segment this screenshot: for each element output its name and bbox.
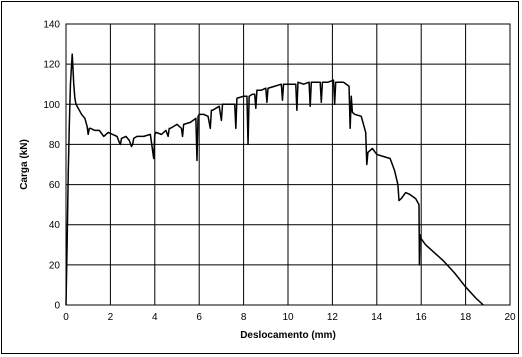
x-tick-label: 0 (63, 312, 69, 323)
x-tick-label: 20 (504, 312, 516, 323)
y-tick-label: 100 (43, 100, 60, 111)
plot-area (65, 23, 511, 306)
x-tick-label: 16 (416, 312, 428, 323)
y-axis-title: Carga (kN) (19, 139, 30, 190)
y-tick-label: 140 (43, 20, 60, 31)
x-tick-label: 8 (241, 312, 247, 323)
y-tick-label: 40 (49, 220, 61, 231)
x-tick-label: 10 (282, 312, 294, 323)
y-tick-label: 120 (43, 60, 60, 71)
series-line (65, 53, 484, 306)
y-tick-label: 0 (54, 301, 60, 312)
y-tick-label: 20 (49, 260, 61, 271)
x-tick-label: 14 (371, 312, 383, 323)
x-axis-title: Deslocamento (mm) (240, 330, 336, 341)
x-tick-label: 2 (108, 312, 114, 323)
x-tick-label: 18 (460, 312, 472, 323)
x-tick-labels: 0 2 4 6 8 10 12 14 16 18 20 (63, 312, 516, 323)
x-tick-label: 4 (152, 312, 158, 323)
y-tick-label: 80 (49, 140, 61, 151)
gridlines (65, 23, 511, 306)
y-tick-label: 60 (49, 180, 61, 191)
x-tick-label: 6 (196, 312, 202, 323)
y-tick-labels: 0 20 40 60 80 100 120 140 (43, 20, 60, 312)
x-tick-label: 12 (327, 312, 339, 323)
